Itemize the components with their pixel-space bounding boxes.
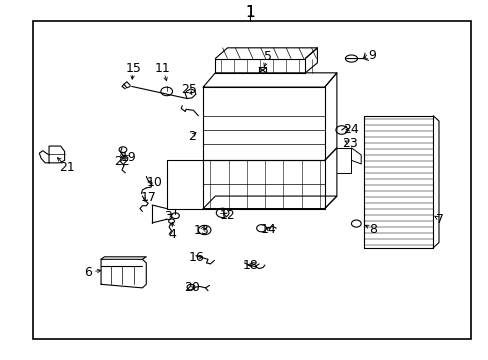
Text: 12: 12: [219, 208, 235, 221]
Text: 2: 2: [188, 130, 196, 143]
Text: 10: 10: [146, 176, 162, 189]
Text: 18: 18: [242, 258, 258, 271]
Text: 4: 4: [168, 228, 176, 241]
Bar: [33, 21, 469, 339]
Text: 8: 8: [368, 223, 377, 236]
Text: 24: 24: [343, 123, 359, 136]
Text: 23: 23: [342, 137, 358, 150]
Text: 14: 14: [261, 223, 276, 236]
Text: 20: 20: [183, 282, 200, 294]
Text: 19: 19: [121, 151, 136, 165]
Text: 9: 9: [367, 49, 375, 62]
Text: 5: 5: [264, 50, 271, 63]
Text: 16: 16: [188, 251, 204, 264]
Text: 6: 6: [84, 266, 92, 279]
Text: +: +: [201, 227, 207, 233]
Text: 7: 7: [435, 213, 443, 226]
Text: 11: 11: [155, 62, 170, 75]
Text: 13: 13: [193, 224, 209, 237]
Text: 22: 22: [114, 155, 130, 168]
Text: 25: 25: [180, 84, 196, 96]
Text: 1: 1: [245, 5, 255, 20]
Text: 3: 3: [163, 210, 171, 223]
Text: 15: 15: [125, 62, 142, 75]
Text: 21: 21: [59, 161, 75, 174]
Text: 1: 1: [245, 5, 255, 20]
Text: 17: 17: [140, 191, 156, 204]
